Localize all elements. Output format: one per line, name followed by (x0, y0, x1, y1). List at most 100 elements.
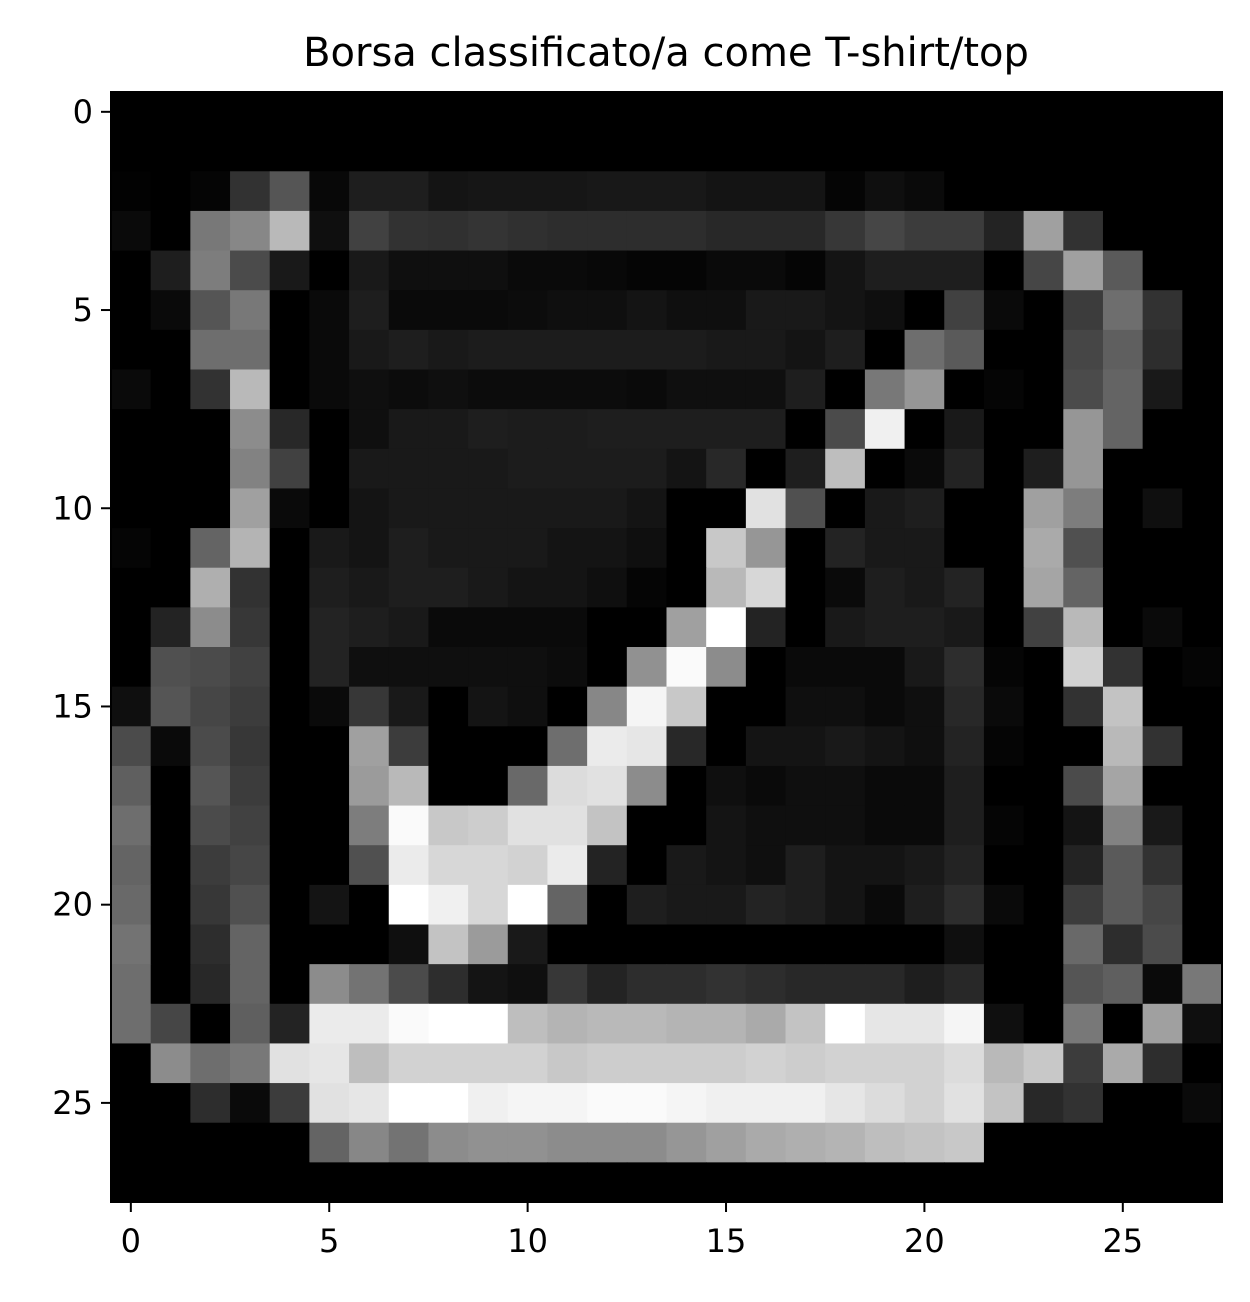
pixel-cell (468, 290, 509, 331)
pixel-cell (507, 290, 549, 331)
pixel-cell (309, 488, 350, 529)
pixel-cell (785, 171, 826, 212)
pixel-cell (1182, 567, 1223, 608)
pixel-cell (944, 765, 985, 807)
pixel-cell (944, 845, 985, 886)
pixel-cell (230, 369, 271, 410)
pixel-cell (349, 488, 390, 529)
pixel-cell (825, 250, 866, 291)
pixel-cell (944, 924, 985, 965)
pixel-cell (666, 448, 707, 490)
pixel-cell (785, 448, 826, 490)
pixel-cell (309, 210, 350, 252)
pixel-cell (587, 290, 628, 331)
pixel-cell (1102, 964, 1144, 1005)
pixel-cell (1102, 805, 1144, 846)
pixel-cell (706, 448, 747, 490)
pixel-cell (825, 686, 866, 727)
pixel-cell (944, 528, 985, 569)
pixel-cell (269, 448, 310, 490)
pixel-cell (468, 171, 509, 212)
y-tick-label: 20 (52, 886, 93, 924)
pixel-cell (1063, 329, 1104, 371)
pixel-cell (507, 647, 549, 688)
pixel-cell (864, 964, 906, 1005)
pixel-cell (349, 171, 390, 212)
pixel-cell (1023, 409, 1064, 450)
pixel-cell (864, 528, 906, 569)
pixel-cell (944, 250, 985, 291)
pixel-cell (309, 369, 350, 410)
pixel-cell (745, 884, 787, 926)
pixel-cell (190, 92, 231, 133)
pixel-cell (1023, 726, 1064, 767)
pixel-cell (626, 884, 668, 926)
pixel-cell (785, 726, 826, 767)
pixel-cell (904, 448, 945, 490)
pixel-cell (587, 726, 628, 767)
pixel-cell (428, 528, 469, 569)
pixel-cell (388, 210, 430, 252)
y-tick-label: 0 (73, 93, 93, 131)
pixel-cell (626, 488, 668, 529)
pixel-cell (1023, 1083, 1064, 1124)
x-tick-label: 15 (706, 1222, 747, 1260)
pixel-cell (547, 607, 588, 648)
pixel-cell (626, 1003, 668, 1045)
x-tick-label: 25 (1102, 1222, 1143, 1260)
pixel-cell (904, 329, 945, 371)
pixel-cell (230, 845, 271, 886)
pixel-cell (111, 329, 152, 371)
pixel-cell (1023, 647, 1064, 688)
pixel-cell (309, 726, 350, 767)
pixel-cell (230, 567, 271, 608)
pixel-cell (587, 171, 628, 212)
pixel-cell (1142, 448, 1183, 490)
pixel-cell (547, 171, 588, 212)
pixel-cell (785, 528, 826, 569)
pixel-cell (1023, 528, 1064, 569)
pixel-cell (388, 290, 430, 331)
pixel-cell (785, 1162, 826, 1203)
pixel-cell (111, 964, 152, 1005)
pixel-cell (309, 171, 350, 212)
pixel-cell (468, 964, 509, 1005)
pixel-cell (864, 686, 906, 727)
pixel-cell (626, 647, 668, 688)
pixel-cell (745, 409, 787, 450)
pixel-cell (825, 607, 866, 648)
pixel-cell (587, 409, 628, 450)
pixel-cell (904, 924, 945, 965)
pixel-cell (626, 924, 668, 965)
pixel-cell (428, 171, 469, 212)
pixel-cell (388, 845, 430, 886)
pixel-cell (626, 686, 668, 727)
pixel-cell (587, 1162, 628, 1203)
pixel-cell (1063, 448, 1104, 490)
pixel-cell (1023, 131, 1064, 172)
pixel-cell (745, 1003, 787, 1045)
pixel-cell (190, 1003, 231, 1045)
pixel-cell (190, 171, 231, 212)
pixel-cell (428, 448, 469, 490)
pixel-cell (468, 1122, 509, 1163)
pixel-cell (1063, 1043, 1104, 1084)
pixel-cell (150, 1003, 191, 1045)
pixel-cell (587, 647, 628, 688)
pixel-cell (904, 1122, 945, 1163)
pixel-cell (1182, 686, 1223, 727)
pixel-cell (547, 290, 588, 331)
pixel-cell (1182, 647, 1223, 688)
pixel-cell (230, 210, 271, 252)
pixel-cell (1023, 210, 1064, 252)
pixel-cell (111, 805, 152, 846)
pixel-cell (349, 409, 390, 450)
pixel-cell (150, 1162, 191, 1203)
pixel-cell (388, 726, 430, 767)
pixel-cell (904, 1003, 945, 1045)
pixel-cell (468, 1003, 509, 1045)
pixel-cell (230, 290, 271, 331)
pixel-cell (507, 1162, 549, 1203)
pixel-cell (468, 607, 509, 648)
pixel-cell (587, 1122, 628, 1163)
